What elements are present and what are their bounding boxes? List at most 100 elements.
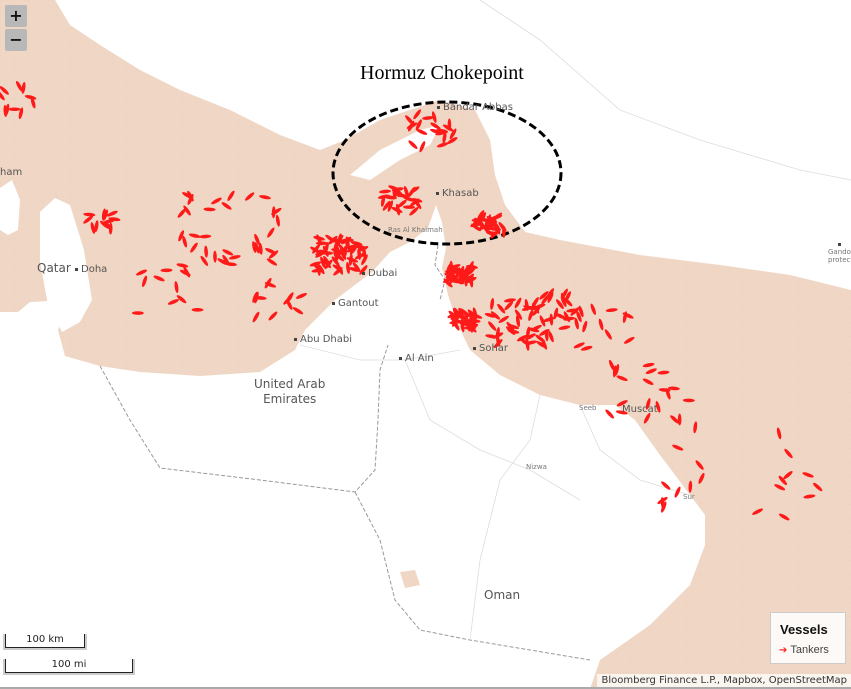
tanker-marker[interactable]: [407, 139, 418, 150]
tanker-marker[interactable]: [319, 256, 326, 269]
tanker-marker[interactable]: [204, 245, 208, 258]
tanker-marker[interactable]: [404, 114, 415, 125]
tanker-marker[interactable]: [141, 275, 148, 288]
tanker-marker[interactable]: [0, 85, 10, 96]
tanker-marker[interactable]: [268, 249, 280, 259]
tanker-marker[interactable]: [658, 388, 671, 393]
tanker-marker[interactable]: [343, 245, 347, 258]
tanker-marker[interactable]: [21, 81, 26, 94]
tanker-marker[interactable]: [135, 268, 148, 276]
tanker-marker[interactable]: [228, 254, 241, 260]
city-label-al-ain[interactable]: Al Ain: [399, 353, 434, 364]
tanker-marker[interactable]: [181, 235, 188, 248]
tanker-marker[interactable]: [406, 121, 418, 130]
tanker-marker[interactable]: [15, 80, 24, 92]
tanker-marker[interactable]: [562, 296, 573, 307]
tanker-marker[interactable]: [697, 472, 705, 484]
tanker-marker[interactable]: [693, 421, 698, 434]
tanker-marker[interactable]: [309, 260, 322, 267]
tanker-marker[interactable]: [614, 364, 620, 377]
tanker-marker[interactable]: [443, 278, 454, 289]
tanker-marker[interactable]: [431, 111, 438, 124]
tanker-marker[interactable]: [525, 326, 531, 339]
tanker-marker[interactable]: [167, 298, 180, 306]
tanker-marker[interactable]: [30, 96, 37, 109]
tanker-marker[interactable]: [776, 427, 782, 440]
tanker-marker[interactable]: [783, 448, 794, 459]
tanker-marker[interactable]: [531, 296, 540, 308]
tanker-marker[interactable]: [496, 303, 506, 315]
city-label-dubai[interactable]: Dubai: [362, 268, 397, 279]
tanker-marker[interactable]: [251, 311, 260, 323]
tanker-marker[interactable]: [777, 475, 788, 486]
tanker-marker[interactable]: [217, 257, 229, 266]
tanker-marker[interactable]: [189, 242, 199, 254]
tanker-marker[interactable]: [503, 300, 514, 311]
tanker-marker[interactable]: [4, 103, 10, 116]
tanker-marker[interactable]: [182, 266, 191, 278]
tanker-marker[interactable]: [487, 320, 498, 331]
tanker-marker[interactable]: [186, 193, 194, 205]
tanker-marker[interactable]: [616, 399, 628, 408]
tanker-marker[interactable]: [459, 307, 470, 318]
tanker-marker[interactable]: [266, 227, 276, 239]
tanker-marker[interactable]: [295, 292, 308, 300]
tanker-marker[interactable]: [360, 254, 369, 266]
tanker-marker[interactable]: [604, 328, 613, 340]
tanker-marker[interactable]: [558, 325, 571, 331]
tanker-marker[interactable]: [392, 187, 397, 200]
tanker-marker[interactable]: [553, 307, 559, 320]
tanker-marker[interactable]: [316, 263, 325, 275]
tanker-marker[interactable]: [448, 267, 460, 276]
tanker-marker[interactable]: [812, 482, 823, 493]
zoom-out-button[interactable]: −: [5, 29, 27, 51]
tanker-marker[interactable]: [555, 298, 565, 310]
city-label-muscat[interactable]: Muscat: [622, 404, 658, 415]
tanker-marker[interactable]: [673, 486, 681, 498]
tanker-marker[interactable]: [515, 315, 521, 328]
tanker-marker[interactable]: [540, 294, 550, 306]
tanker-marker[interactable]: [18, 107, 24, 120]
tanker-marker[interactable]: [446, 136, 458, 145]
tanker-marker[interactable]: [485, 334, 498, 339]
tanker-marker[interactable]: [598, 318, 605, 331]
city-label-bandar-abbas[interactable]: Bandar Abbas: [437, 102, 513, 113]
tanker-marker[interactable]: [8, 107, 21, 112]
tanker-marker[interactable]: [514, 309, 524, 321]
tanker-marker[interactable]: [778, 512, 790, 521]
tanker-marker[interactable]: [251, 241, 257, 253]
tanker-marker[interactable]: [578, 305, 585, 318]
tanker-marker[interactable]: [468, 311, 475, 324]
tanker-marker[interactable]: [554, 312, 566, 320]
tanker-marker[interactable]: [477, 223, 489, 231]
tanker-marker[interactable]: [493, 338, 504, 349]
tanker-marker[interactable]: [498, 315, 510, 324]
tanker-marker[interactable]: [436, 141, 449, 148]
tanker-marker[interactable]: [271, 206, 276, 219]
tanker-marker[interactable]: [282, 295, 293, 306]
tanker-marker[interactable]: [449, 278, 462, 283]
attribution[interactable]: Bloomberg Finance L.P., Mapbox, OpenStre…: [597, 674, 851, 687]
tanker-marker[interactable]: [534, 334, 546, 344]
tanker-marker[interactable]: [447, 312, 460, 319]
city-label-dammam-partial[interactable]: ham: [0, 167, 23, 178]
tanker-marker[interactable]: [182, 205, 192, 217]
tanker-marker[interactable]: [487, 217, 492, 230]
tanker-marker[interactable]: [259, 194, 271, 200]
tanker-marker[interactable]: [106, 210, 118, 218]
tanker-marker[interactable]: [524, 332, 536, 341]
tanker-marker[interactable]: [469, 275, 474, 288]
tanker-marker[interactable]: [615, 410, 628, 416]
tanker-marker[interactable]: [539, 315, 547, 327]
tanker-marker[interactable]: [460, 320, 465, 333]
tanker-marker[interactable]: [490, 310, 501, 321]
tanker-marker[interactable]: [574, 317, 580, 330]
tanker-marker[interactable]: [160, 268, 173, 273]
tanker-marker[interactable]: [412, 108, 422, 120]
tanker-marker[interactable]: [266, 257, 278, 267]
city-label-nizwa[interactable]: Nizwa: [526, 463, 547, 471]
tanker-marker[interactable]: [669, 414, 680, 425]
tanker-marker[interactable]: [24, 94, 37, 100]
tanker-marker[interactable]: [332, 249, 339, 262]
tanker-marker[interactable]: [394, 188, 405, 199]
